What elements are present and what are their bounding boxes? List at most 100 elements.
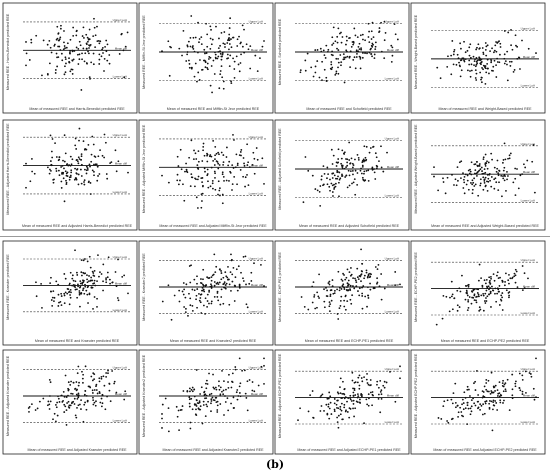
data-point bbox=[514, 274, 517, 277]
data-point bbox=[208, 302, 210, 305]
data-point bbox=[373, 57, 376, 59]
data-point bbox=[343, 288, 346, 291]
data-point bbox=[311, 390, 314, 392]
data-point bbox=[204, 52, 206, 55]
data-point bbox=[57, 395, 59, 398]
data-point bbox=[348, 184, 351, 187]
data-point bbox=[195, 298, 197, 301]
data-point bbox=[255, 147, 258, 149]
data-point bbox=[205, 403, 208, 406]
data-point bbox=[490, 306, 492, 308]
x-axis-label: Mean of measured REE and Adjusted ECHP-P… bbox=[433, 448, 537, 452]
data-point bbox=[220, 296, 223, 298]
data-point bbox=[80, 155, 83, 158]
data-point bbox=[360, 274, 362, 276]
data-point bbox=[535, 357, 537, 360]
data-point bbox=[473, 299, 476, 302]
data-point bbox=[340, 278, 343, 281]
data-point bbox=[497, 277, 500, 280]
data-point bbox=[50, 164, 53, 167]
data-point bbox=[521, 289, 524, 292]
data-point bbox=[480, 277, 482, 280]
data-point bbox=[519, 68, 521, 70]
data-point bbox=[457, 179, 459, 182]
data-point bbox=[196, 207, 199, 209]
data-point bbox=[475, 79, 478, 81]
data-point bbox=[357, 278, 360, 281]
data-point bbox=[333, 289, 336, 292]
data-point bbox=[518, 372, 521, 375]
data-point bbox=[200, 278, 202, 280]
data-point bbox=[366, 382, 369, 384]
data-point bbox=[235, 55, 238, 58]
data-point bbox=[358, 384, 361, 387]
data-point bbox=[226, 42, 229, 44]
data-point bbox=[467, 299, 470, 301]
data-point bbox=[204, 170, 206, 173]
data-point bbox=[523, 163, 525, 166]
data-point bbox=[361, 176, 364, 179]
data-point bbox=[367, 294, 370, 297]
data-point bbox=[251, 163, 254, 166]
data-point bbox=[357, 45, 360, 48]
data-point bbox=[48, 408, 51, 410]
data-point bbox=[383, 20, 386, 23]
data-point bbox=[194, 185, 196, 188]
data-point bbox=[489, 283, 492, 285]
data-point bbox=[373, 53, 376, 56]
data-point bbox=[320, 175, 323, 178]
data-point bbox=[161, 300, 164, 303]
data-point bbox=[84, 285, 87, 288]
data-point bbox=[249, 67, 252, 70]
y-axis-label: Measured REE - Kraeuter2 predicted REE bbox=[142, 253, 146, 321]
data-point bbox=[487, 285, 490, 288]
data-point bbox=[312, 416, 315, 419]
data-point bbox=[470, 405, 473, 408]
data-point bbox=[470, 410, 473, 413]
data-point bbox=[360, 47, 362, 49]
data-point bbox=[49, 381, 52, 384]
data-point bbox=[481, 172, 484, 175]
data-point bbox=[493, 51, 495, 54]
data-point bbox=[465, 183, 468, 186]
data-point bbox=[445, 295, 448, 298]
data-point bbox=[29, 180, 32, 183]
data-point bbox=[487, 177, 490, 180]
bland-altman-panel-4: Measured REE - Weight-Based predicted RE… bbox=[410, 2, 546, 114]
data-point bbox=[465, 289, 468, 292]
data-point bbox=[57, 283, 60, 286]
data-point bbox=[330, 63, 333, 66]
data-point bbox=[102, 289, 104, 292]
data-point bbox=[328, 283, 331, 286]
data-point bbox=[234, 276, 237, 279]
data-point bbox=[480, 81, 483, 84]
data-point bbox=[83, 292, 86, 295]
data-point bbox=[81, 377, 84, 380]
data-point bbox=[367, 36, 370, 38]
data-point bbox=[251, 389, 254, 392]
data-point bbox=[458, 306, 461, 308]
data-point bbox=[495, 50, 498, 53]
data-point bbox=[210, 398, 213, 401]
y-axis-label: Measured REE - Adjusted ECHP-PE1 predict… bbox=[278, 353, 282, 438]
data-point bbox=[236, 164, 239, 167]
y-axis-label: Measured REE - Harris-Benedict predicted… bbox=[6, 13, 10, 90]
data-point bbox=[309, 394, 312, 397]
data-point bbox=[369, 48, 372, 51]
data-point bbox=[241, 24, 244, 27]
data-point bbox=[484, 400, 487, 403]
data-point bbox=[70, 171, 73, 174]
data-point bbox=[499, 53, 501, 56]
data-point bbox=[367, 404, 370, 407]
data-point bbox=[487, 390, 490, 393]
data-point bbox=[82, 373, 85, 376]
data-point bbox=[80, 175, 83, 177]
data-point bbox=[117, 160, 120, 163]
data-point bbox=[352, 59, 355, 61]
data-point bbox=[503, 284, 506, 287]
data-point bbox=[35, 34, 38, 37]
data-point bbox=[477, 43, 480, 46]
data-point bbox=[505, 272, 507, 275]
data-point bbox=[88, 52, 90, 55]
bland-altman-panel-15: Measured REE - Adjusted ECHP-PE1 predict… bbox=[274, 349, 410, 455]
